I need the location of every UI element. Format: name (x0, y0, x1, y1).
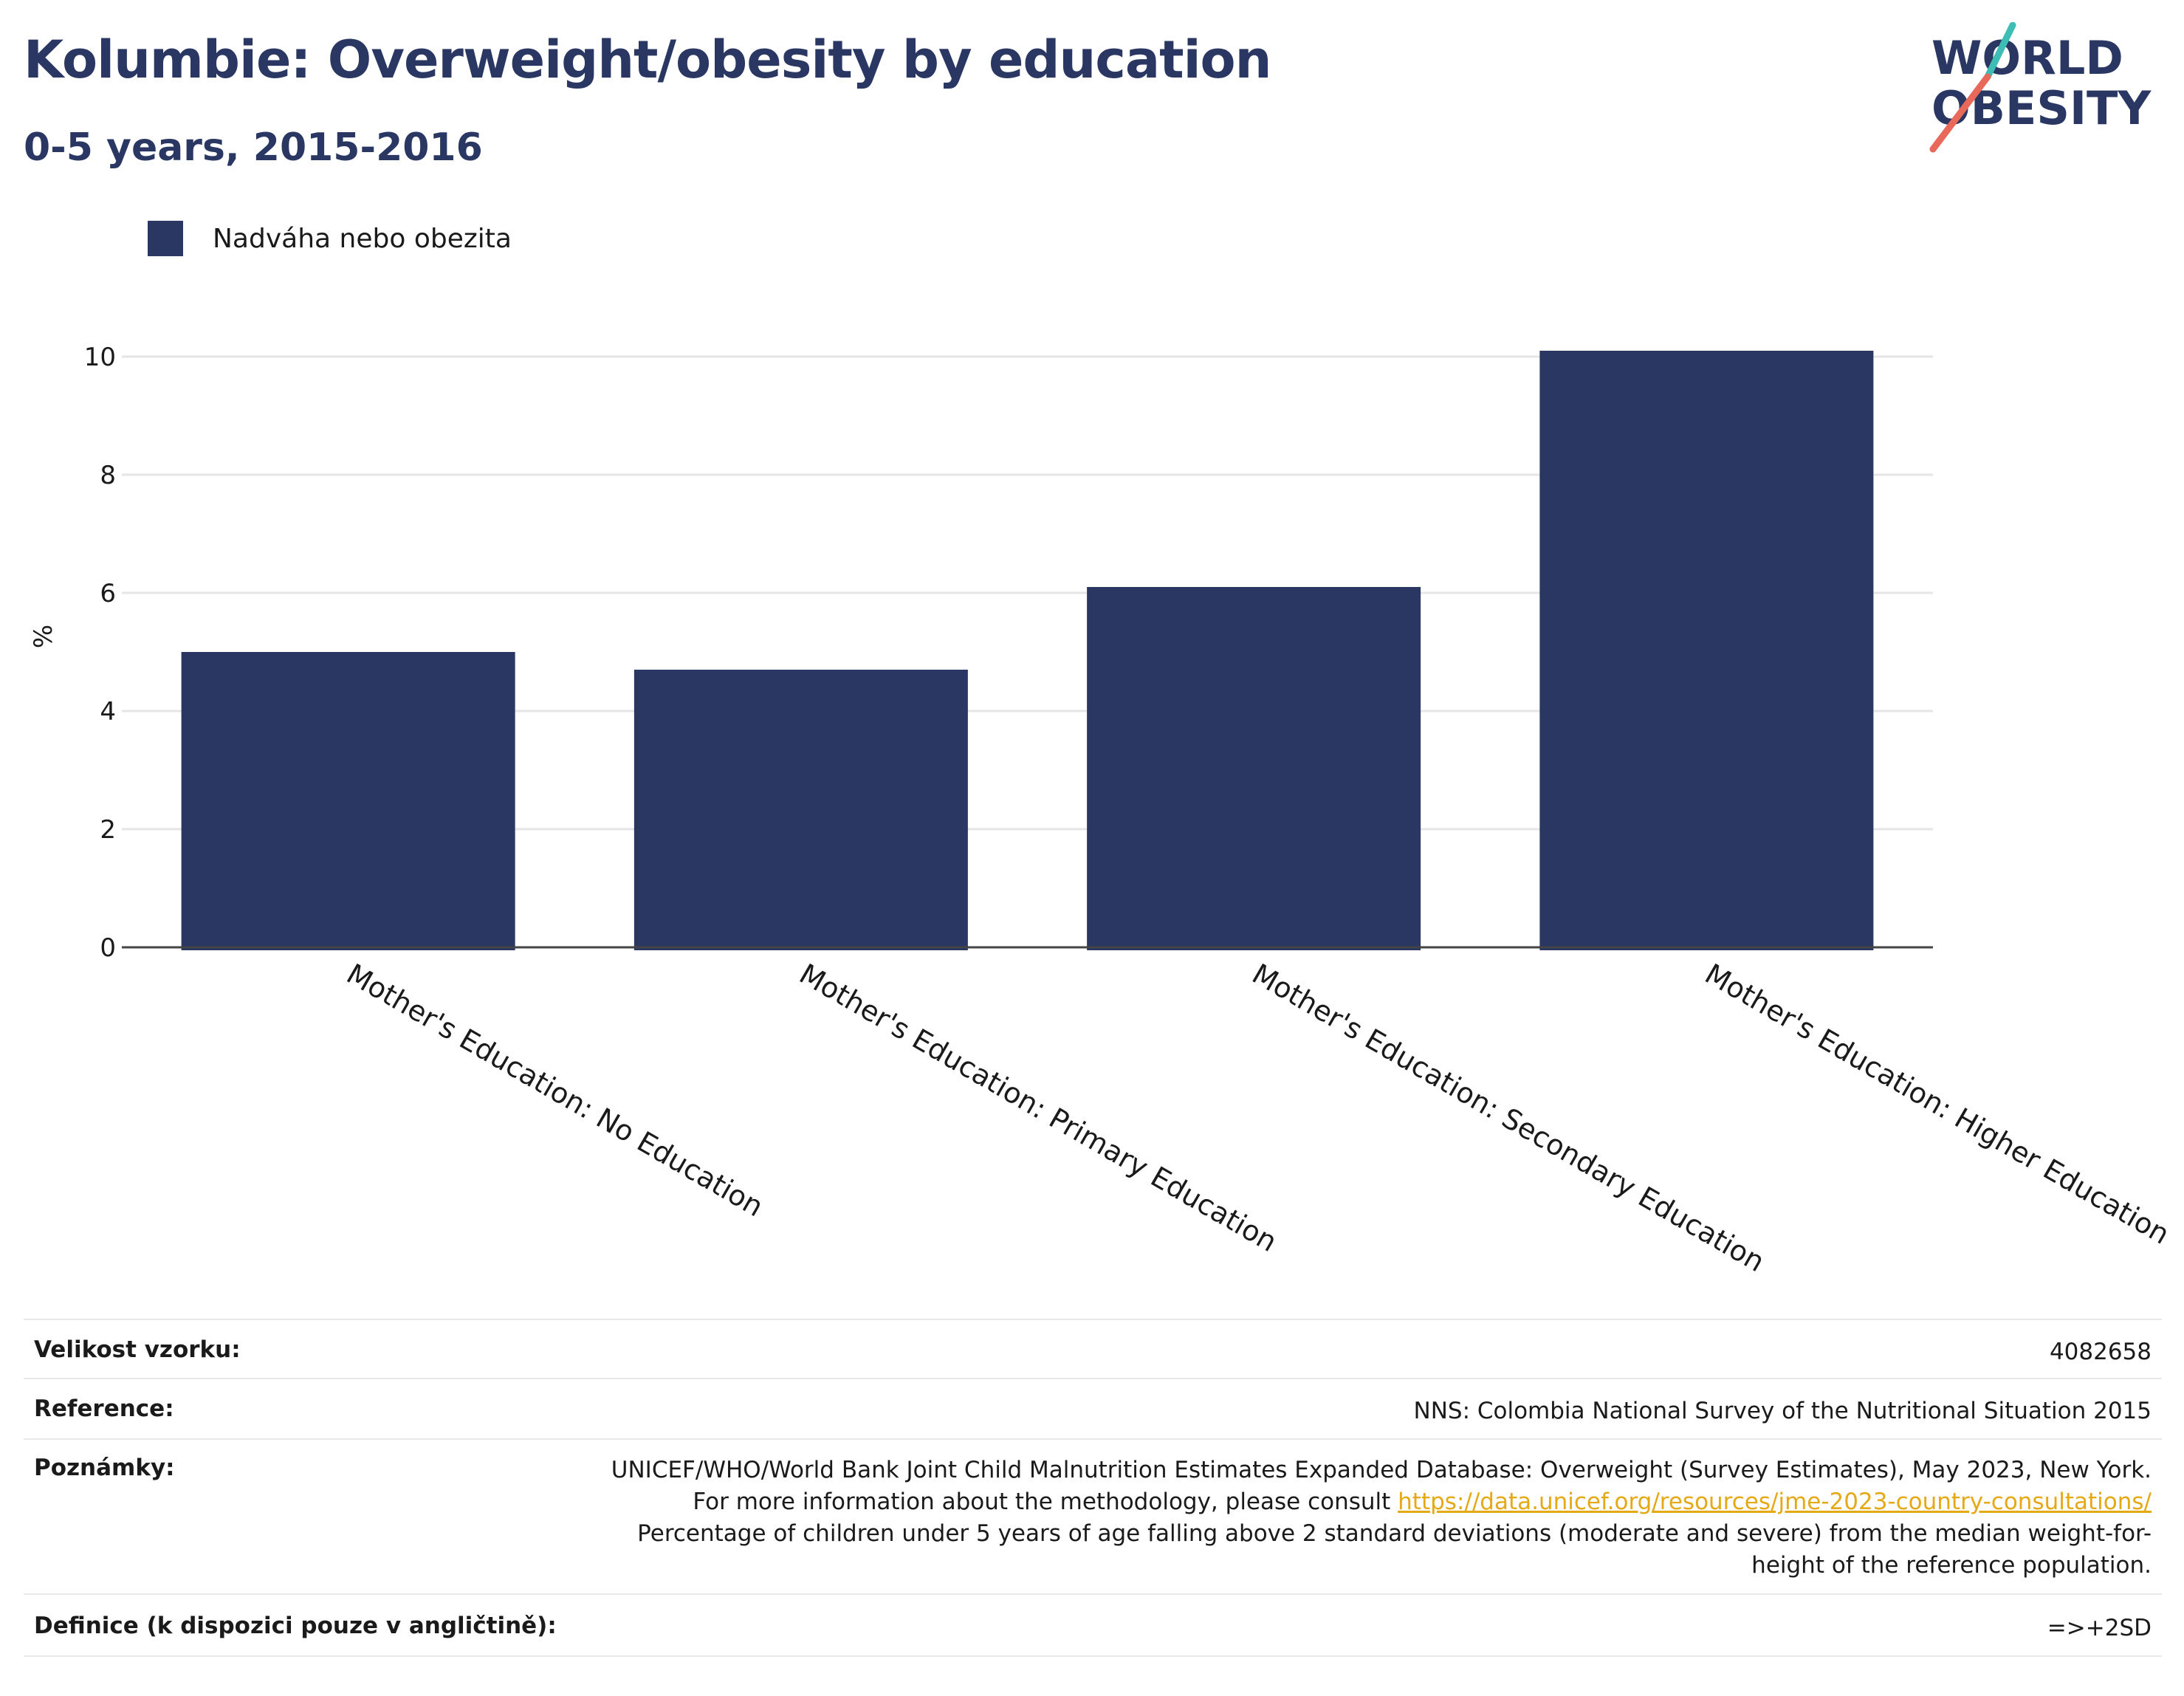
y-axis-title: % (29, 625, 58, 648)
logo-slash-red (1929, 73, 1991, 153)
notes-value: UNICEF/WHO/World Bank Joint Child Malnut… (585, 1438, 2162, 1595)
definition-value: =>+2SD (585, 1593, 2162, 1657)
notes-text-1: UNICEF/WHO/World Bank Joint Child Malnut… (611, 1457, 2152, 1515)
chart-legend[interactable]: Nadváha nebo obezita (148, 219, 512, 258)
definition-label: Definice (k dispozici pouze v angličtině… (24, 1593, 585, 1657)
metadata-table: Velikost vzorku: 4082658 Reference: NNS:… (24, 1319, 2162, 1657)
y-tick-label: 2 (100, 815, 116, 845)
bar[interactable] (181, 652, 515, 950)
notes-text-2: Percentage of children under 5 years of … (637, 1520, 2152, 1579)
world-obesity-logo: WORLD OBESITY (1929, 22, 2152, 153)
reference-label: Reference: (24, 1378, 585, 1440)
bar[interactable] (1539, 351, 1874, 950)
reference-row: Reference: NNS: Colombia National Survey… (24, 1378, 2162, 1440)
y-tick-label: 10 (84, 343, 116, 372)
sample-size-value: 4082658 (585, 1319, 2162, 1379)
x-category-label: Mother's Education: Secondary Education (1247, 958, 1771, 1279)
reference-value: NNS: Colombia National Survey of the Nut… (585, 1378, 2162, 1440)
x-category-label: Mother's Education: Higher Education (1700, 958, 2175, 1251)
logo-slash-teal (1984, 22, 2016, 80)
x-category-label: Mother's Education: Primary Education (794, 958, 1282, 1258)
y-tick-label: 8 (100, 461, 116, 490)
logo-line-1: WORLD (1931, 31, 2123, 85)
notes-row: Poznámky: UNICEF/WHO/World Bank Joint Ch… (24, 1438, 2162, 1595)
bar[interactable] (1087, 587, 1421, 950)
notes-label: Poznámky: (24, 1438, 585, 1595)
x-category-label: Mother's Education: No Education (341, 958, 769, 1223)
definition-row: Definice (k dispozici pouze v angličtině… (24, 1593, 2162, 1657)
logo-line-2: OBESITY (1931, 81, 2152, 135)
sample-size-row: Velikost vzorku: 4082658 (24, 1319, 2162, 1379)
legend-swatch (148, 221, 183, 256)
y-tick-label: 0 (100, 933, 116, 963)
bars (181, 351, 1874, 950)
page-title: Kolumbie: Overweight/obesity by educatio… (24, 30, 1271, 90)
bar[interactable] (633, 670, 968, 950)
y-tick-label: 6 (100, 579, 116, 608)
page-subtitle: 0-5 years, 2015-2016 (24, 126, 483, 170)
y-tick-label: 4 (100, 697, 116, 727)
legend-label: Nadváha nebo obezita (213, 223, 512, 254)
methodology-link[interactable]: https://data.unicef.org/resources/jme-20… (1398, 1489, 2152, 1515)
sample-size-label: Velikost vzorku: (24, 1319, 585, 1379)
